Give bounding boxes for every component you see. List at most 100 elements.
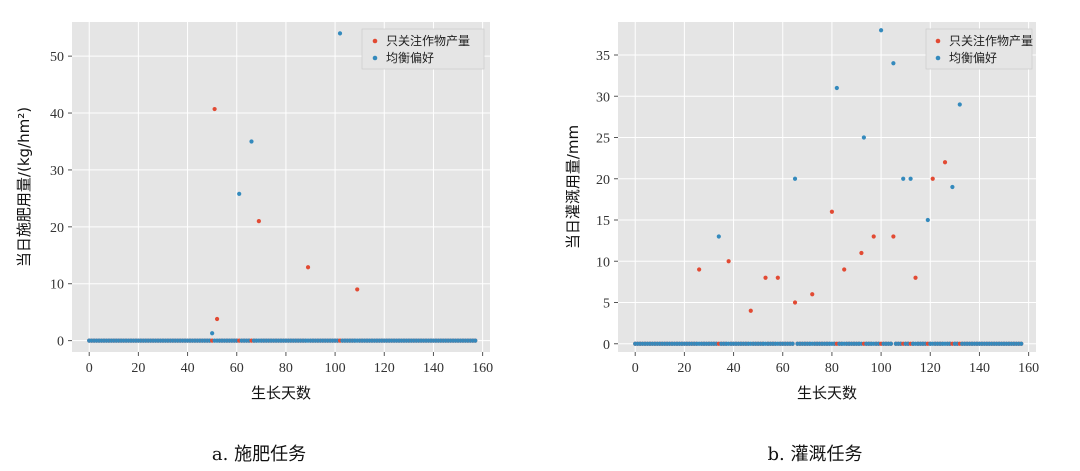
data-point bbox=[834, 85, 839, 91]
data-point bbox=[775, 275, 780, 280]
y-axis-label-a: 当日施肥用量/(kg/hm²) bbox=[15, 107, 33, 267]
plot-area-a bbox=[72, 22, 490, 352]
y-tick-label: 0 bbox=[57, 335, 64, 350]
data-point bbox=[829, 209, 835, 214]
data-point bbox=[810, 292, 815, 297]
data-point bbox=[930, 176, 935, 181]
x-tick-label: 60 bbox=[776, 361, 790, 376]
y-tick-label: 50 bbox=[50, 50, 64, 65]
x-tick-label: 20 bbox=[131, 361, 145, 376]
data-point bbox=[792, 176, 798, 181]
data-point bbox=[748, 308, 753, 313]
data-point bbox=[214, 316, 220, 322]
data-point bbox=[891, 61, 896, 66]
x-axis-label-a: 生长天数 bbox=[251, 384, 311, 402]
data-point bbox=[355, 287, 360, 292]
legend-label-balanced-b: 均衡偏好 bbox=[949, 50, 997, 65]
x-tick-label: 120 bbox=[920, 361, 941, 376]
zero-point bbox=[1019, 341, 1024, 346]
x-tick-label: 120 bbox=[374, 361, 395, 376]
y-tick-label: 5 bbox=[603, 297, 610, 312]
x-tick-label: 100 bbox=[871, 361, 892, 376]
x-tick-label: 20 bbox=[677, 361, 691, 376]
plot-area-b bbox=[618, 22, 1036, 352]
legend-label-balanced-a: 均衡偏好 bbox=[386, 50, 434, 65]
data-point bbox=[697, 267, 702, 272]
ticks-b: 0 20 40 60 80 100 120 140 160 0 5 10 15 20 25 30 35 bbox=[596, 49, 1039, 376]
x-tick-label: 140 bbox=[969, 361, 990, 376]
data-point bbox=[891, 234, 896, 239]
data-point bbox=[957, 102, 962, 107]
y-tick-label: 10 bbox=[50, 278, 64, 293]
panel-b: 0 20 40 60 80 100 120 140 160 0 5 10 15 20 25 30 35 只关注作… bbox=[564, 22, 1039, 465]
y-tick-label: 40 bbox=[50, 107, 64, 122]
data-point bbox=[792, 300, 798, 305]
data-point bbox=[337, 31, 343, 36]
y-axis-label-b: 当日灌溉用量/mm bbox=[564, 125, 582, 249]
x-tick-label: 160 bbox=[472, 361, 493, 376]
legend-marker-yield-only-b bbox=[935, 38, 941, 44]
data-point bbox=[859, 250, 864, 256]
data-point bbox=[237, 191, 242, 196]
x-tick-label: 40 bbox=[181, 361, 195, 376]
data-point bbox=[305, 265, 311, 270]
legend-label-yield-only-a: 只关注作物产量 bbox=[386, 33, 470, 48]
x-tick-label: 80 bbox=[279, 361, 293, 376]
zero-point bbox=[473, 338, 478, 343]
data-point bbox=[249, 139, 254, 144]
y-tick-label: 30 bbox=[50, 164, 64, 179]
y-tick-label: 10 bbox=[596, 255, 610, 270]
y-tick-label: 35 bbox=[596, 49, 610, 64]
data-point bbox=[925, 217, 930, 223]
x-tick-label: 100 bbox=[325, 361, 346, 376]
points-a bbox=[87, 31, 478, 343]
y-tick-label: 25 bbox=[596, 132, 610, 147]
data-point bbox=[950, 184, 955, 190]
data-point bbox=[763, 275, 768, 280]
x-axis-label-b: 生长天数 bbox=[797, 384, 857, 402]
x-tick-label: 60 bbox=[230, 361, 244, 376]
data-point bbox=[871, 234, 876, 239]
grid-b bbox=[618, 22, 1036, 352]
legend-a: 只关注作物产量 均衡偏好 bbox=[361, 28, 485, 70]
x-tick-label: 140 bbox=[423, 361, 444, 376]
legend-marker-yield-only-a bbox=[372, 38, 378, 44]
x-tick-label: 160 bbox=[1018, 361, 1039, 376]
zero-point bbox=[888, 341, 894, 346]
data-point bbox=[878, 28, 884, 33]
data-point bbox=[716, 234, 721, 239]
data-point bbox=[901, 176, 906, 181]
legend-box-a bbox=[361, 28, 485, 70]
data-point bbox=[861, 135, 866, 140]
x-tick-label: 40 bbox=[727, 361, 741, 376]
data-point bbox=[913, 275, 918, 280]
caption-b: b. 灌溉任务 bbox=[768, 444, 863, 465]
y-tick-label: 15 bbox=[596, 214, 610, 229]
legend-marker-balanced-b bbox=[935, 55, 941, 61]
y-tick-label: 30 bbox=[596, 90, 610, 105]
legend-box-b bbox=[925, 28, 1033, 70]
data-point bbox=[256, 219, 261, 224]
x-tick-label: 0 bbox=[86, 361, 93, 376]
y-tick-label: 0 bbox=[603, 338, 610, 353]
y-tick-label: 20 bbox=[596, 173, 610, 188]
data-point bbox=[212, 106, 217, 112]
data-point bbox=[726, 259, 731, 264]
legend-b: 只关注作物产量 均衡偏好 bbox=[925, 28, 1033, 70]
y-tick-label: 20 bbox=[50, 221, 64, 236]
data-point bbox=[842, 267, 847, 272]
x-tick-label: 0 bbox=[632, 361, 639, 376]
data-point bbox=[210, 331, 215, 336]
legend-label-yield-only-b: 只关注作物产量 bbox=[949, 33, 1033, 48]
data-point bbox=[908, 176, 913, 181]
zero-point bbox=[790, 341, 795, 346]
grid-a bbox=[72, 22, 490, 352]
data-point bbox=[942, 160, 948, 165]
x-tick-label: 80 bbox=[825, 361, 839, 376]
caption-a: a. 施肥任务 bbox=[212, 444, 306, 465]
points-b bbox=[633, 28, 1024, 346]
panel-a: 0 20 40 60 80 100 120 140 160 0 10 20 30 40 50 只关注作物产量… bbox=[15, 22, 493, 465]
legend-marker-balanced-a bbox=[372, 55, 378, 61]
ticks-a: 0 20 40 60 80 100 120 140 160 0 10 20 30 40 50 bbox=[50, 50, 493, 376]
